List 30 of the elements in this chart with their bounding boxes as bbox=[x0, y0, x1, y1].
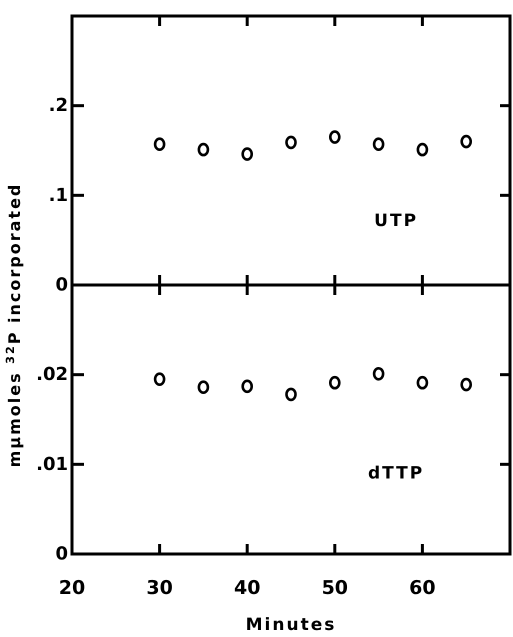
x-tick-label: 30 bbox=[146, 577, 173, 599]
point bbox=[372, 366, 384, 381]
point bbox=[329, 130, 341, 144]
x-tick-label: 60 bbox=[409, 577, 436, 599]
x-axis-title: Minutes bbox=[246, 615, 336, 635]
x-tick-label: 20 bbox=[58, 577, 86, 599]
point bbox=[416, 376, 428, 390]
point bbox=[460, 134, 472, 148]
point bbox=[241, 147, 253, 161]
point bbox=[372, 137, 384, 152]
point bbox=[154, 137, 166, 152]
text: UTP bbox=[374, 210, 418, 231]
text: dTTP bbox=[368, 464, 424, 484]
point bbox=[416, 142, 428, 156]
point bbox=[285, 136, 297, 150]
point bbox=[285, 388, 297, 402]
y-tick-label: .01 bbox=[36, 454, 68, 475]
point bbox=[198, 380, 210, 394]
y-tick-label: .02 bbox=[36, 364, 68, 386]
x-tick-label: 40 bbox=[234, 577, 260, 599]
y-tick-label: 0 bbox=[55, 274, 68, 296]
y-tick-label: .1 bbox=[48, 184, 68, 206]
y-tick-label: 0 bbox=[55, 544, 68, 564]
point bbox=[154, 372, 166, 386]
x-tick-label: 50 bbox=[322, 577, 348, 599]
point bbox=[198, 142, 210, 156]
point bbox=[241, 380, 253, 394]
point bbox=[329, 376, 341, 390]
y-tick-label: .2 bbox=[48, 95, 68, 116]
point bbox=[460, 378, 472, 392]
